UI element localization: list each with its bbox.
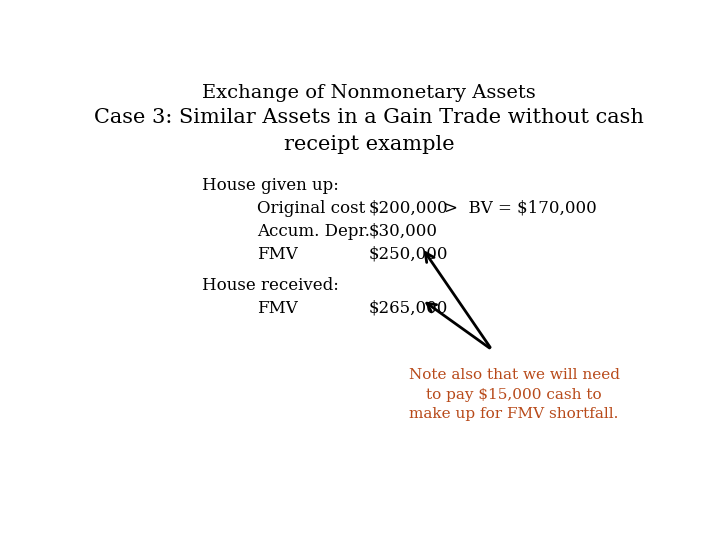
Text: $200,000: $200,000 (369, 200, 449, 217)
Text: House received:: House received: (202, 277, 338, 294)
Text: Exchange of Nonmonetary Assets: Exchange of Nonmonetary Assets (202, 84, 536, 102)
Text: $265,000: $265,000 (369, 300, 449, 317)
Text: Accum. Depr.: Accum. Depr. (258, 223, 370, 240)
Text: FMV: FMV (258, 246, 298, 262)
Text: Original cost: Original cost (258, 200, 366, 217)
Text: Case 3: Similar Assets in a Gain Trade without cash
receipt example: Case 3: Similar Assets in a Gain Trade w… (94, 109, 644, 154)
Text: $250,000: $250,000 (369, 246, 449, 262)
Text: FMV: FMV (258, 300, 298, 317)
Text: House given up:: House given up: (202, 177, 338, 194)
Text: >  BV = $170,000: > BV = $170,000 (444, 200, 597, 217)
Text: $30,000: $30,000 (369, 223, 438, 240)
Text: Note also that we will need
to pay $15,000 cash to
make up for FMV shortfall.: Note also that we will need to pay $15,0… (408, 368, 620, 421)
